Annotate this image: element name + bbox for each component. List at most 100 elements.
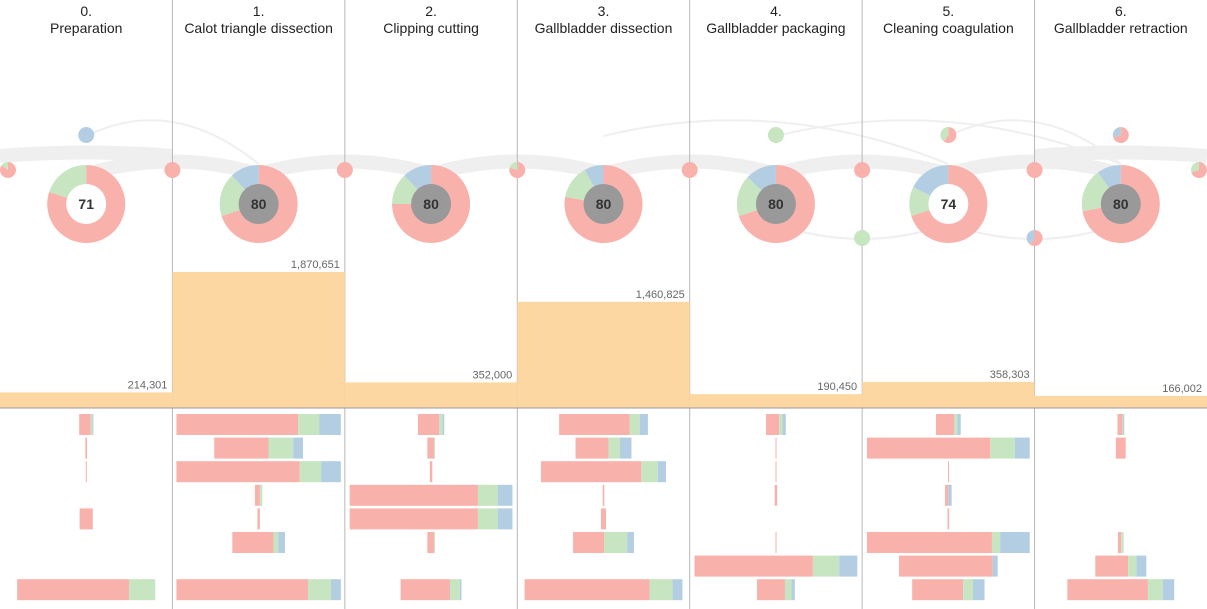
detail-segment — [575, 437, 609, 459]
detail-segment — [176, 414, 299, 435]
detail-segment — [1095, 555, 1129, 577]
phase-donut: 80 — [736, 165, 815, 243]
pie-slice — [509, 162, 518, 170]
pie-slice — [164, 162, 181, 178]
detail-segment — [449, 579, 460, 601]
upper-node — [1112, 127, 1129, 143]
upper-node — [940, 127, 957, 143]
volume-bar — [517, 301, 690, 408]
phase-score: 80 — [1113, 196, 1129, 212]
detail-segment — [899, 555, 993, 577]
phase-score: 80 — [596, 196, 612, 212]
detail-segment — [672, 579, 683, 601]
phase-index: 3. — [598, 3, 610, 19]
detail-segment — [608, 437, 620, 459]
detail-segment — [85, 437, 88, 459]
transition-node — [681, 162, 698, 178]
phase-headers: 0.Preparation 1.Calot triangle dissection… — [50, 3, 1188, 36]
volume-label: 358,303 — [990, 369, 1030, 381]
pie-slice — [78, 127, 95, 143]
volume-label: 190,450 — [817, 381, 857, 393]
transition-arc-thin — [603, 119, 949, 165]
detail-segment — [945, 484, 949, 506]
transition-arc-thin — [775, 119, 1122, 165]
detail-segment — [1067, 579, 1148, 601]
lower-node — [854, 230, 871, 246]
phase-donut: 80 — [392, 165, 471, 243]
detail-segment — [948, 484, 952, 506]
detail-segment — [766, 414, 780, 435]
transition-nodes — [0, 127, 1207, 246]
transition-node — [336, 162, 353, 178]
volume-bar — [862, 381, 1035, 408]
phase-donut: 74 — [909, 165, 988, 244]
score-circle — [755, 184, 796, 224]
detail-segment — [784, 579, 792, 601]
detail-segment — [641, 461, 658, 483]
transition-node — [1191, 162, 1207, 178]
detail-segment — [812, 555, 840, 577]
detail-segment — [602, 484, 605, 506]
detail-segment — [299, 461, 322, 483]
upper-node — [78, 127, 95, 143]
upper-node — [767, 127, 784, 143]
detail-segment — [559, 414, 630, 435]
detail-segment — [85, 461, 87, 483]
detail-segment — [627, 532, 634, 553]
detail-segment — [619, 437, 632, 459]
detail-segment — [321, 461, 341, 483]
detail-segment — [1128, 555, 1137, 577]
pie-slice — [681, 162, 698, 178]
phase-score: 80 — [768, 196, 784, 212]
detail-segment — [232, 532, 274, 553]
transition-arc — [1034, 145, 1207, 163]
detail-segment — [429, 461, 433, 483]
detail-segment — [79, 508, 93, 530]
phase-score: 80 — [251, 196, 267, 212]
detail-segment — [639, 414, 648, 435]
phase-name: Cleaning coagulation — [883, 20, 1014, 36]
detail-segment — [992, 555, 998, 577]
transition-node — [854, 162, 871, 178]
detail-segment — [657, 461, 666, 483]
phase-name: Calot triangle dissection — [184, 20, 333, 36]
phase-name: Clipping cutting — [383, 20, 479, 36]
phase-index: 5. — [943, 3, 955, 19]
detail-segment — [477, 508, 498, 530]
volume-bar — [172, 272, 345, 408]
pie-slice — [767, 127, 784, 143]
volume-label: 1,460,825 — [636, 289, 685, 301]
pie-slice — [854, 162, 871, 178]
volume-label: 166,002 — [1162, 383, 1202, 395]
pie-slice — [1112, 127, 1121, 138]
detail-segment — [427, 437, 434, 459]
lower-node — [1026, 230, 1043, 246]
phase-donut: 71 — [47, 165, 126, 243]
detail-segment — [936, 414, 955, 435]
pie-slice — [1191, 162, 1207, 178]
score-circle — [66, 184, 107, 224]
detail-stacked-bars — [17, 414, 1175, 601]
phase-name: Gallbladder retraction — [1054, 20, 1188, 36]
detail-segment — [1147, 579, 1163, 601]
phase-donut: 80 — [1081, 165, 1160, 243]
detail-segment — [573, 532, 605, 553]
detail-segment — [1121, 532, 1124, 553]
detail-segment — [601, 508, 606, 530]
detail-segment — [782, 414, 786, 435]
detail-segment — [757, 579, 785, 601]
pie-slice — [943, 127, 957, 143]
detail-segment — [1000, 532, 1030, 553]
detail-segment — [128, 579, 156, 601]
pie-slice — [0, 162, 16, 178]
detail-segment — [839, 555, 858, 577]
transition-node — [1026, 162, 1043, 178]
volume-bar — [0, 392, 173, 408]
pie-slice — [1191, 162, 1199, 173]
detail-segment — [349, 508, 478, 530]
score-circle — [1100, 184, 1141, 224]
volume-label: 1,870,651 — [291, 259, 340, 271]
detail-segment — [629, 414, 640, 435]
detail-segment — [214, 437, 269, 459]
